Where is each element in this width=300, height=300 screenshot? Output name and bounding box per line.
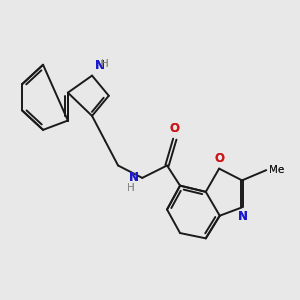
Text: H: H [101, 59, 109, 69]
Text: O: O [170, 122, 180, 135]
Text: N: N [238, 210, 248, 224]
Text: O: O [170, 122, 180, 135]
Text: H: H [127, 184, 134, 194]
Text: H: H [101, 59, 109, 69]
Text: H: H [127, 184, 134, 194]
Text: O: O [215, 152, 225, 165]
Text: N: N [128, 171, 139, 184]
Text: O: O [215, 152, 225, 165]
Text: Me: Me [269, 165, 285, 175]
Text: H: H [127, 184, 134, 194]
Text: Me: Me [269, 165, 285, 175]
Text: H: H [101, 59, 109, 69]
Text: N: N [128, 171, 139, 184]
Text: Me: Me [269, 165, 285, 175]
Text: N: N [238, 210, 248, 224]
Text: N: N [95, 59, 105, 72]
Text: N: N [95, 59, 105, 72]
Text: N: N [95, 59, 105, 72]
Text: O: O [170, 122, 180, 135]
Text: N: N [238, 210, 248, 224]
Text: O: O [215, 152, 225, 165]
Text: N: N [128, 171, 139, 184]
